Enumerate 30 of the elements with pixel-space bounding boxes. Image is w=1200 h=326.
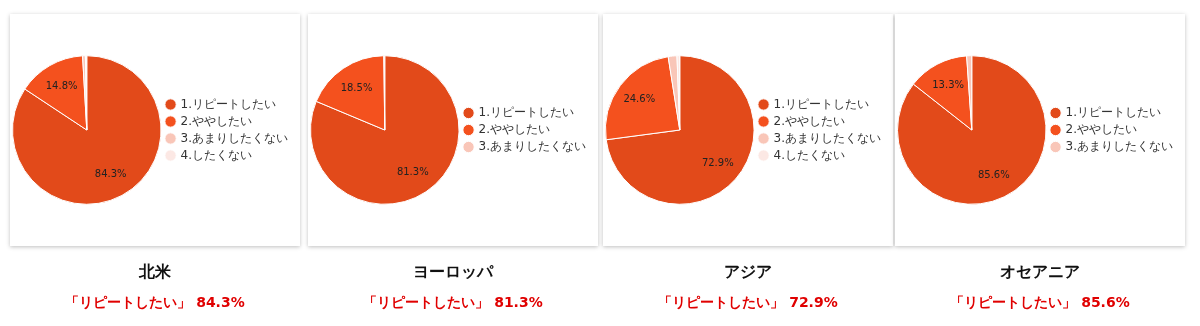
text: 「リピートしたい」 81.3%: [362, 294, 544, 312]
legend-label: 4.したくない: [180, 147, 252, 162]
legend-label: 3.あまりしたくない: [1065, 139, 1173, 154]
text: オセアニア: [999, 262, 1081, 283]
text: 「リピートしたい」 72.9%: [657, 294, 839, 312]
data-label: 14.8%: [45, 79, 78, 91]
legend-label: 4.したくない: [773, 147, 845, 162]
legend-label: 3.あまりしたくない: [180, 130, 288, 145]
legend-label: 1.リピートしたい: [773, 96, 869, 111]
text: 北米: [138, 262, 172, 283]
text: ヨーロッパ: [412, 262, 495, 283]
legend-label: 1.リピートしたい: [1065, 105, 1161, 120]
data-label: 81.3%: [396, 165, 429, 177]
data-label: 85.6%: [977, 169, 1010, 181]
data-label: 72.9%: [701, 156, 734, 168]
data-label: 13.3%: [932, 78, 965, 90]
legend-label: 3.あまりしたくない: [773, 130, 881, 145]
legend-label: 2.ややしたい: [1065, 122, 1137, 137]
data-label: 24.6%: [623, 93, 656, 105]
legend-label: 1.リピートしたい: [180, 96, 276, 111]
legend-label: 1.リピートしたい: [478, 105, 574, 120]
text: 「リピートしたい」 84.3%: [64, 294, 246, 312]
legend-label: 2.ややしたい: [180, 113, 252, 128]
legend-label: 2.ややしたい: [773, 113, 845, 128]
legend-label: 2.ややしたい: [478, 122, 550, 137]
text: アジア: [723, 262, 773, 283]
text: 「リピートしたい」 85.6%: [949, 294, 1131, 312]
data-label: 18.5%: [340, 81, 373, 93]
legend-label: 3.あまりしたくない: [478, 139, 586, 154]
data-label: 84.3%: [94, 168, 127, 180]
